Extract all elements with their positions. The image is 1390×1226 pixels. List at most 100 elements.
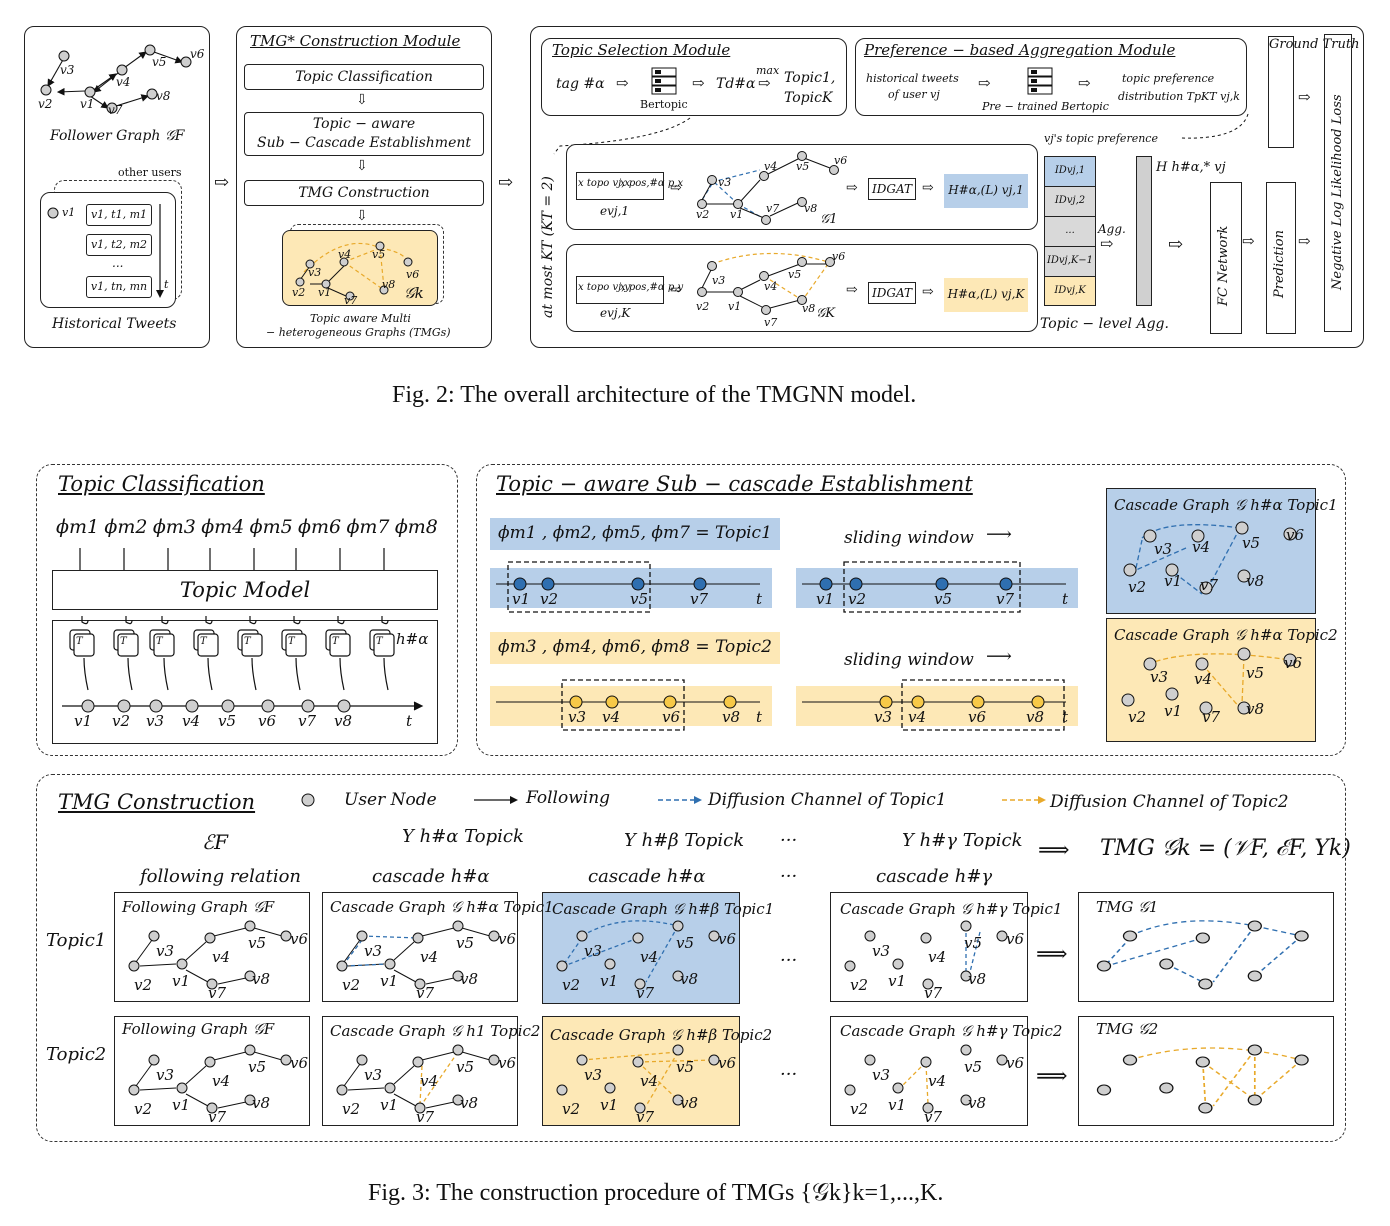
tl2a-v3: v3 <box>568 708 587 726</box>
svg-text:v3: v3 <box>60 63 75 77</box>
pretrained-bertopic-icon <box>1027 67 1053 95</box>
cell-r1-following-title: Following Graph 𝒢F <box>122 898 275 916</box>
cell-r2-following-title: Following Graph 𝒢F <box>122 1020 275 1038</box>
row1-arrow-a: ⇨ <box>670 180 682 196</box>
phi-5: ϕm5 <box>249 516 293 538</box>
tl2b-t: t <box>1062 708 1069 726</box>
phi-2: ϕm2 <box>104 516 148 538</box>
tmg-construction-title: TMG Construction <box>58 790 256 814</box>
legend-user-node-icon <box>301 793 315 807</box>
tc-t: t <box>406 712 413 730</box>
tc-v3: v3 <box>146 712 165 730</box>
h-star: H h#α,* vj <box>1156 160 1226 175</box>
agg-bar <box>1136 156 1152 306</box>
row1-e: evj,1 <box>600 204 630 218</box>
h-alpha: h#α <box>396 630 429 648</box>
nll-box <box>1324 34 1352 332</box>
id-cell-2: IDvj,2 <box>1045 187 1095 217</box>
topic-classification-panel <box>36 464 458 756</box>
id-cell-1: IDvj,1 <box>1045 157 1095 187</box>
cascade-graph-1 <box>1106 488 1316 614</box>
tweet-row-2: v1, t2, m2 <box>86 234 152 256</box>
fig2-caption: Fig. 2: The overall architecture of the … <box>392 382 917 408</box>
svg-text:T: T <box>156 636 164 647</box>
legend-diff2: Diffusion Channel of Topic2 <box>1050 792 1289 812</box>
topic-selection-module <box>541 38 847 116</box>
svg-text:v1: v1 <box>80 97 94 111</box>
time-arrow <box>156 204 164 298</box>
svg-text:v8: v8 <box>804 202 817 215</box>
row1-feat-box <box>576 172 664 200</box>
svg-text:v6: v6 <box>190 47 205 61</box>
tc-v8: v8 <box>334 712 353 730</box>
agg-label: Agg. <box>1098 222 1126 236</box>
arrow-1: ⇨ <box>214 172 230 193</box>
svg-text:v6: v6 <box>406 268 419 281</box>
arrow-pred: ⇨ <box>1242 232 1255 250</box>
other-users-label: other users <box>118 166 182 179</box>
cell-r2-tmg-title: TMG 𝒢2 <box>1096 1020 1159 1038</box>
svg-text:v8: v8 <box>382 278 395 291</box>
row2-x-pos: x pos,#α p,y <box>620 282 684 293</box>
svg-text:v7: v7 <box>344 294 357 304</box>
svg-text:v8: v8 <box>1246 572 1264 590</box>
svg-text:v1: v1 <box>318 286 331 299</box>
cascade-graph-2 <box>1106 618 1316 742</box>
tweet-ellipsis: ... <box>112 256 124 270</box>
tmg-arrow: ⟹ <box>1038 838 1070 863</box>
id-cell-3: ... <box>1045 217 1095 247</box>
sliding-1-arrow: ⟶ <box>986 524 1012 545</box>
row-label-topic2: Topic2 <box>46 1044 107 1065</box>
arrow-2: ⇨ <box>498 172 514 193</box>
svg-text:v5: v5 <box>1242 534 1260 552</box>
pretrained-label: Pre − trained Bertopic <box>982 100 1109 113</box>
subcascade-panel <box>476 464 1346 756</box>
phi-1: ϕm1 <box>56 516 100 538</box>
tweet-row-n: v1, tn, mn <box>86 276 152 298</box>
arrow-loss-2: ⇨ <box>1298 232 1311 250</box>
cell-r1-gamma-title: Cascade Graph 𝒢 h#γ Topic1 <box>840 900 1063 918</box>
svg-text:v5: v5 <box>372 248 385 261</box>
row2-e: evj,K <box>600 306 631 320</box>
mid-dots-1: ··· <box>780 950 798 971</box>
follower-graph: v3 v2 v1 v4 v5 v6 v7 v8 <box>38 44 205 116</box>
svg-text:v6: v6 <box>834 154 847 167</box>
svg-text:v2: v2 <box>1128 708 1146 726</box>
arrow-loss-1: ⇨ <box>1298 88 1311 106</box>
col-header-alpha: Υ h#α Topick <box>402 826 524 847</box>
svg-text:v5: v5 <box>788 268 801 281</box>
arrow-fc: ⇨ <box>1168 234 1184 255</box>
arrow-pref-2: ⇨ <box>1078 74 1091 92</box>
tl2a-v6: v6 <box>662 708 681 726</box>
topic-level-agg: Topic − level Agg. <box>1040 316 1169 332</box>
tweet-user-label: v1 <box>62 206 76 219</box>
cell-r2-gamma-title: Cascade Graph 𝒢 h#γ Topic2 <box>840 1022 1063 1040</box>
arrow-pref-1: ⇨ <box>978 74 991 92</box>
tl1a-v7: v7 <box>690 590 709 608</box>
step-topic-classification: Topic Classification <box>244 64 484 90</box>
col-sub-beta: cascade h#α <box>588 866 706 887</box>
topic-selection-title: Topic Selection Module <box>552 41 731 59</box>
ground-truth-label: Ground Truth <box>1268 36 1359 148</box>
tweet-row-1: v1, t1, m1 <box>86 204 152 226</box>
svg-text:v4: v4 <box>1194 670 1212 688</box>
legend-user-node: User Node <box>344 790 437 810</box>
col-sub-alpha: cascade h#α <box>372 866 490 887</box>
tl2a-t: t <box>756 708 763 726</box>
svg-text:v2: v2 <box>292 286 305 299</box>
tl2a-v4: v4 <box>602 708 621 726</box>
svg-text:v1: v1 <box>728 300 741 313</box>
step-subcascade-line1: Topic − aware <box>312 116 416 132</box>
tl1a-v1: v1 <box>512 590 531 608</box>
tmg-caption-1: Topic aware Multi <box>310 312 411 325</box>
cell-r1-tmg-title: TMG 𝒢1 <box>1096 898 1159 916</box>
svg-text:v2: v2 <box>696 300 709 313</box>
arrow-ts-3: ⇨ <box>758 74 771 92</box>
row1-x-pos: x pos,#α p,x <box>620 178 684 189</box>
tmg-construction-panel <box>36 774 1346 1142</box>
svg-text:v4: v4 <box>1192 538 1210 556</box>
legend-following: Following <box>526 788 611 808</box>
svg-text:v2: v2 <box>696 208 709 221</box>
sliding-2: sliding window <box>844 650 974 670</box>
